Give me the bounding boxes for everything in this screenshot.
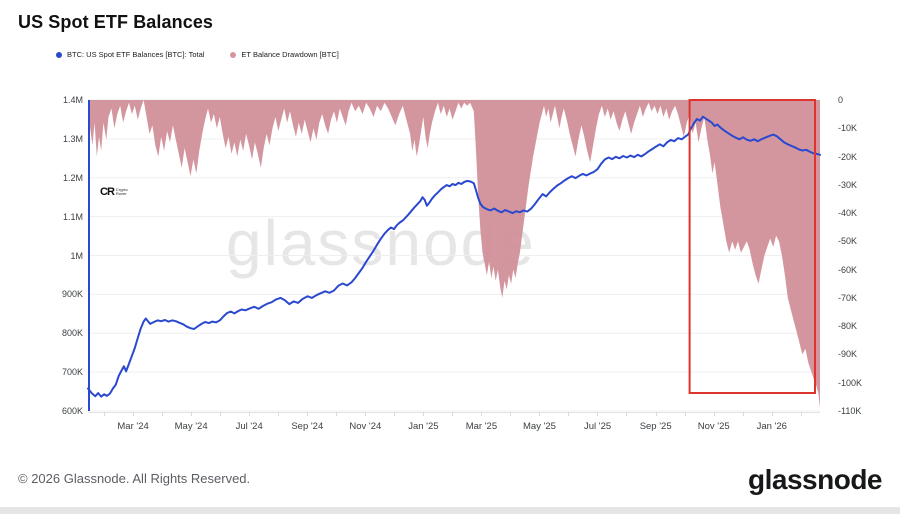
x-axis-tick-label: May '25 (523, 421, 556, 432)
x-axis-tick-mark (423, 412, 425, 416)
left-axis-tick: 1M (70, 250, 83, 261)
legend-label-drawdown: ET Balance Drawdown [BTC] (241, 50, 339, 59)
right-axis-tick: -60K (838, 264, 858, 275)
right-axis-tick: -80K (838, 321, 858, 332)
cr-logo-line1: Crypto (115, 187, 128, 192)
legend-dot-pink-icon (230, 51, 237, 58)
x-axis-tick-label: Mar '25 (465, 421, 498, 432)
x-axis-tick-mark (365, 412, 367, 416)
x-axis-tick-label: Jan '26 (756, 421, 787, 432)
x-axis-tick-label: Nov '24 (349, 421, 382, 432)
x-axis-tick-label: May '24 (174, 421, 208, 432)
cr-overlay-logo: CR Crypto Rover (100, 186, 128, 198)
cr-logo-line2: Rover (115, 191, 127, 196)
legend-item-drawdown[interactable]: ET Balance Drawdown [BTC] (230, 50, 339, 59)
x-axis-tick-mark (510, 412, 512, 416)
legend-dot-blue-icon (56, 51, 62, 58)
right-axis-tick: -30K (838, 179, 858, 190)
x-axis-tick-label: Sep '25 (639, 421, 672, 432)
right-axis-tick: -10K (838, 123, 858, 134)
x-axis-tick-mark (597, 412, 599, 416)
x-axis-tick-mark (771, 412, 773, 416)
x-axis-tick-mark (626, 412, 628, 416)
highlight-box (688, 99, 816, 394)
right-axis-tick: -50K (838, 236, 858, 247)
cr-logo-mark: CR (100, 186, 115, 198)
balance-line (87, 115, 821, 398)
x-axis-baseline (88, 412, 820, 413)
x-axis-tick-label: Sep '24 (291, 421, 324, 432)
x-axis-tick-mark (307, 412, 309, 416)
x-axis-tick-mark (742, 412, 744, 416)
page-title: US Spot ETF Balances (18, 12, 214, 32)
left-axis-tick: 1.4M (62, 95, 83, 105)
left-axis-tick: 1.2M (62, 172, 83, 183)
chart-plot[interactable] (87, 99, 821, 412)
footer-bottom-strip (0, 507, 900, 514)
legend: BTC: US Spot ETF Balances [BTC]: Total E… (56, 50, 339, 59)
x-axis-tick-mark (249, 412, 251, 416)
x-axis-tick-label: Jan '25 (408, 421, 439, 432)
x-axis-tick-mark (655, 412, 657, 416)
right-axis-tick: -110K (838, 406, 862, 416)
x-axis-tick-mark (481, 412, 483, 416)
x-axis-tick-label: Jul '24 (235, 421, 263, 432)
left-axis-tick: 700K (61, 367, 83, 378)
x-axis-tick-mark (220, 412, 222, 416)
drawdown-area (88, 100, 820, 409)
x-axis-tick-mark (133, 412, 135, 416)
left-axis-tick: 900K (61, 289, 83, 300)
x-axis-tick-mark (336, 412, 338, 416)
x-axis-tick-mark (800, 412, 802, 416)
right-axis-tick: -70K (838, 292, 858, 303)
x-axis-tick-mark (394, 412, 396, 416)
left-axis-tick: 800K (61, 328, 83, 339)
x-axis-tick-mark (452, 412, 454, 416)
footer-copyright: © 2026 Glassnode. All Rights Reserved. (18, 471, 251, 486)
legend-label-balance: BTC: US Spot ETF Balances [BTC]: Total (67, 50, 205, 59)
right-axis-tick: -40K (838, 208, 858, 219)
legend-item-balance[interactable]: BTC: US Spot ETF Balances [BTC]: Total (56, 50, 204, 59)
right-axis-tick: -20K (838, 151, 858, 162)
x-axis-tick-label: Nov '25 (697, 421, 730, 432)
x-axis-tick-mark (104, 412, 106, 416)
x-axis-tick-mark (568, 412, 570, 416)
x-axis-tick-mark (278, 412, 280, 416)
x-axis-tick-mark (191, 412, 193, 416)
left-axis-tick: 600K (61, 406, 83, 416)
x-axis-tick-mark (539, 412, 541, 416)
x-axis-tick-label: Jul '25 (584, 421, 612, 432)
chart-area[interactable]: glassnode CR Crypto Rover (87, 99, 821, 412)
x-axis-tick-mark (162, 412, 164, 416)
left-axis-tick: 1.3M (62, 133, 83, 144)
right-axis-tick: -100K (838, 377, 863, 388)
glassnode-wordmark: glassnode (748, 464, 882, 495)
x-axis-tick-label: Mar '24 (117, 421, 149, 432)
left-axis-tick: 1.1M (62, 211, 83, 222)
right-axis-tick: 0 (838, 95, 844, 105)
right-axis-tick: -90K (838, 349, 858, 360)
x-axis-tick-mark (713, 412, 715, 416)
x-axis-tick-mark (684, 412, 686, 416)
